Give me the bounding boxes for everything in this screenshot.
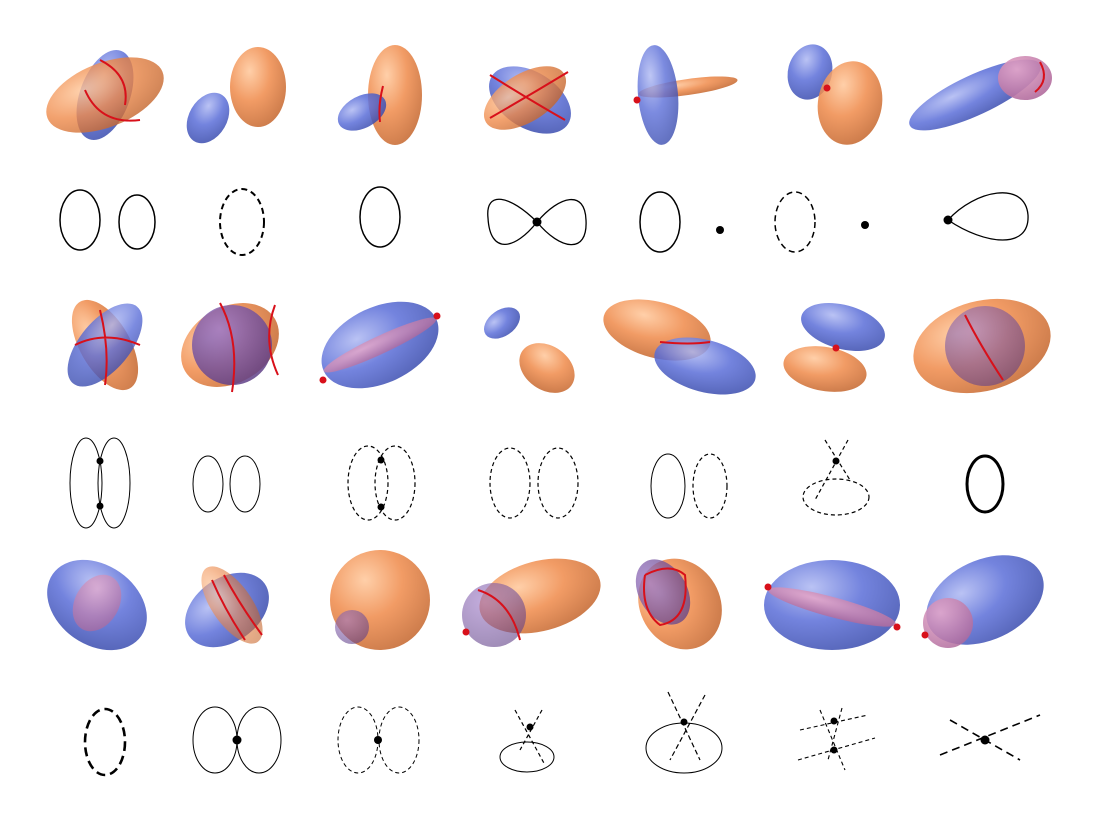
solid-curve: [192, 455, 224, 513]
singular-point: [374, 736, 382, 744]
dashed-curve: [374, 445, 416, 521]
ellipsoid: [768, 587, 896, 627]
singular-point: [377, 503, 385, 511]
intersection-point: [764, 583, 772, 591]
singular-point: [830, 746, 838, 754]
solid-curve: [236, 706, 282, 774]
ellipsoid: [483, 307, 521, 339]
ellipsoid: [926, 555, 1044, 645]
singular-point: [832, 457, 840, 465]
singular-point: [943, 215, 953, 225]
ellipsoid: [192, 305, 272, 385]
singular-point: [716, 226, 724, 234]
intersection-point: [319, 376, 327, 384]
singular-point: [96, 457, 104, 465]
solid-curve: [639, 191, 681, 253]
ellipsoid: [72, 574, 122, 632]
intersection-curve: [378, 85, 384, 123]
ellipsoid: [46, 57, 164, 133]
ellipsoid: [787, 44, 833, 100]
ellipsoid: [186, 92, 230, 144]
dashed-curve: [347, 445, 389, 521]
solid-curve: [650, 453, 686, 519]
intersection-curve: [84, 59, 141, 122]
intersection-point: [832, 344, 840, 352]
intersection-curve: [643, 567, 687, 627]
ellipsoid: [368, 45, 422, 145]
solid-curve: [59, 189, 101, 251]
solid-curve: [965, 454, 1005, 514]
solid-curve: [947, 192, 1029, 241]
intersection-point: [433, 312, 441, 320]
singular-point: [96, 502, 104, 510]
intersection-point: [921, 631, 929, 639]
dashed-curve: [83, 707, 127, 777]
intersection-curve: [1034, 61, 1045, 93]
dashed-curve: [939, 714, 1041, 761]
singular-point: [861, 221, 869, 229]
dashed-curve: [667, 691, 706, 761]
dashed-curve: [774, 191, 816, 253]
singular-point: [980, 735, 990, 745]
intersection-point: [462, 628, 470, 636]
ellipsoid: [817, 61, 883, 145]
ellipsoid: [519, 343, 575, 393]
solid-curve: [118, 194, 156, 250]
intersection-curve: [659, 341, 711, 345]
ellipsoid: [323, 317, 437, 373]
ellipsoid: [637, 45, 679, 145]
singular-point: [680, 718, 688, 726]
ellipsoid: [462, 583, 526, 647]
intersection-curve: [74, 309, 141, 386]
ellipsoid: [923, 598, 973, 648]
singular-point: [232, 735, 242, 745]
intersection-curve: [477, 589, 521, 641]
ellipsoid: [201, 566, 263, 644]
ellipsoid: [945, 306, 1025, 386]
intersection-curve: [489, 71, 569, 121]
dashed-curve: [537, 447, 579, 519]
dashed-curve: [489, 447, 531, 519]
solid-curve: [499, 741, 555, 773]
ellipsoid: [335, 610, 369, 644]
singular-point: [830, 717, 838, 725]
intersection-curve: [219, 302, 279, 393]
ellipsoid: [337, 93, 387, 131]
dashed-curve: [337, 706, 379, 774]
singular-point: [377, 456, 385, 464]
ellipsoid: [230, 47, 286, 127]
ellipsoid: [783, 346, 867, 392]
dashed-curve: [814, 439, 851, 501]
ellipsoid: [635, 559, 691, 625]
solid-curve: [97, 437, 131, 529]
intersection-point: [633, 96, 641, 104]
dashed-curve: [692, 453, 728, 519]
ellipsoid: [654, 337, 756, 395]
solid-curve: [359, 186, 401, 248]
dashed-curve: [378, 706, 420, 774]
intersection-curve: [211, 574, 263, 641]
solid-curve: [229, 455, 261, 513]
dashed-curve: [802, 478, 870, 516]
dashed-curve: [797, 707, 876, 771]
ellipsoid: [801, 303, 885, 351]
solid-curve: [192, 706, 238, 774]
intersection-curve: [964, 314, 1004, 381]
dashed-curve: [219, 188, 265, 256]
singular-point: [532, 217, 542, 227]
dashed-curve: [514, 709, 546, 766]
solid-curve: [69, 437, 103, 529]
solid-curve: [645, 722, 723, 774]
intersection-point: [823, 84, 831, 92]
singular-point: [526, 723, 534, 731]
intersection-point: [893, 623, 901, 631]
